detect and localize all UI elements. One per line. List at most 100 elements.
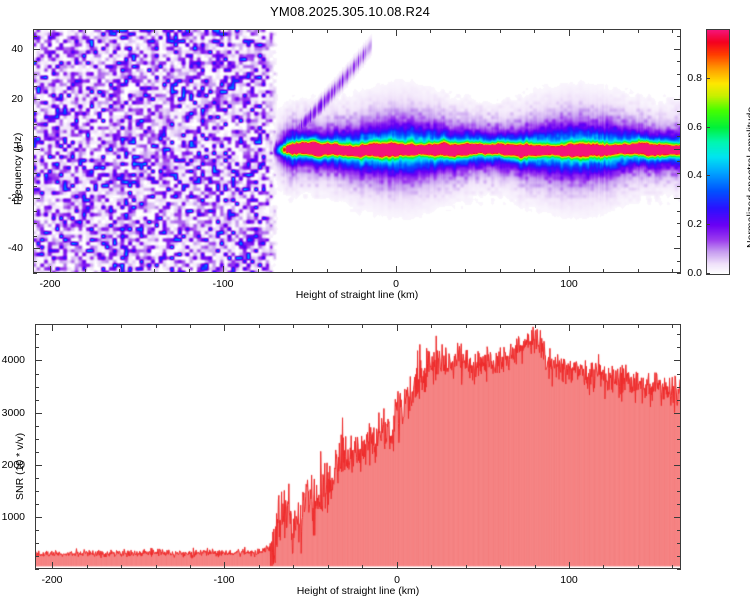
- axis-tick: [85, 269, 86, 273]
- axis-tick: [223, 29, 224, 36]
- axis-tick: [674, 360, 681, 361]
- axis-tick: [677, 223, 681, 224]
- colorbar-tick-label: 0.6: [687, 121, 702, 133]
- axis-tick: [677, 186, 681, 187]
- axis-tick: [361, 269, 362, 273]
- axis-tick: [603, 269, 604, 273]
- axis-tick: [189, 269, 190, 273]
- axis-tick: [85, 29, 86, 33]
- axis-tick: [674, 413, 681, 414]
- axis-tick: [33, 111, 37, 112]
- axis-tick: [674, 517, 681, 518]
- y-tick-label: 0: [17, 143, 23, 155]
- axis-tick: [672, 269, 673, 273]
- axis-tick: [677, 173, 681, 174]
- axis-tick: [677, 236, 681, 237]
- axis-tick: [35, 530, 39, 531]
- axis-tick: [677, 504, 681, 505]
- axis-tick: [677, 374, 681, 375]
- axis-tick: [33, 261, 37, 262]
- axis-tick: [674, 99, 681, 100]
- axis-tick: [87, 565, 88, 569]
- axis-tick: [430, 269, 431, 273]
- axis-tick: [327, 29, 328, 33]
- axis-tick: [466, 565, 467, 569]
- axis-tick: [33, 273, 37, 274]
- axis-tick: [154, 29, 155, 33]
- axis-tick: [466, 324, 467, 328]
- axis-tick: [677, 86, 681, 87]
- axis-tick: [258, 269, 259, 273]
- axis-tick: [33, 236, 37, 237]
- axis-tick: [500, 324, 501, 328]
- axis-tick: [224, 324, 225, 331]
- axis-tick: [677, 111, 681, 112]
- axis-tick: [677, 36, 681, 37]
- colorbar-bar: [706, 29, 730, 275]
- axis-tick: [674, 49, 681, 50]
- x-tick-label: -100: [212, 278, 234, 290]
- axis-tick: [677, 478, 681, 479]
- axis-tick: [677, 261, 681, 262]
- axis-tick: [52, 562, 53, 569]
- axis-tick: [33, 124, 37, 125]
- axis-tick: [431, 565, 432, 569]
- axis-tick: [33, 136, 37, 137]
- axis-tick: [35, 426, 39, 427]
- axis-tick: [677, 530, 681, 531]
- axis-tick: [121, 324, 122, 328]
- axis-tick: [50, 266, 51, 273]
- axis-tick: [677, 74, 681, 75]
- axis-tick: [672, 565, 673, 569]
- axis-tick: [35, 478, 39, 479]
- axis-tick: [672, 324, 673, 328]
- axis-tick: [603, 565, 604, 569]
- axis-tick: [224, 562, 225, 569]
- axis-tick: [534, 269, 535, 273]
- axis-tick: [603, 324, 604, 328]
- axis-tick: [33, 74, 37, 75]
- y-tick-label: 2000: [1, 459, 25, 471]
- colorbar-tick-label: 0.4: [687, 169, 702, 181]
- axis-tick: [677, 556, 681, 557]
- axis-tick: [535, 565, 536, 569]
- colorbar-label: Normalized spectral amplitude: [745, 106, 750, 248]
- axis-tick: [569, 562, 570, 569]
- axis-tick: [535, 324, 536, 328]
- axis-tick: [674, 149, 681, 150]
- x-tick-label: 100: [560, 278, 578, 290]
- colorbar-tick: [706, 224, 710, 225]
- axis-tick: [677, 61, 681, 62]
- axis-tick: [50, 29, 51, 36]
- x-tick-label: 0: [394, 574, 400, 586]
- y-tick-label: -40: [7, 242, 23, 254]
- axis-tick: [35, 374, 39, 375]
- axis-tick: [33, 161, 37, 162]
- axis-tick: [677, 426, 681, 427]
- axis-tick: [33, 49, 40, 50]
- axis-tick: [638, 269, 639, 273]
- axis-tick: [259, 324, 260, 328]
- y-tick-label: -20: [7, 192, 23, 204]
- snr-xlabel: Height of straight line (km): [296, 585, 420, 597]
- axis-tick: [35, 452, 39, 453]
- axis-tick: [677, 334, 681, 335]
- axis-tick: [674, 198, 681, 199]
- axis-tick: [33, 99, 40, 100]
- axis-tick: [397, 562, 398, 569]
- axis-tick: [119, 29, 120, 33]
- axis-tick: [677, 347, 681, 348]
- axis-tick: [677, 452, 681, 453]
- axis-tick: [223, 266, 224, 273]
- colorbar-tick: [706, 127, 710, 128]
- y-tick-label: 3000: [1, 407, 25, 419]
- snr-plot-area: [35, 324, 681, 569]
- axis-tick: [396, 29, 397, 36]
- axis-tick: [87, 324, 88, 328]
- axis-tick: [35, 517, 42, 518]
- axis-tick: [534, 29, 535, 33]
- axis-tick: [154, 269, 155, 273]
- colorbar-tick-label: 0.2: [687, 218, 702, 230]
- axis-tick: [677, 400, 681, 401]
